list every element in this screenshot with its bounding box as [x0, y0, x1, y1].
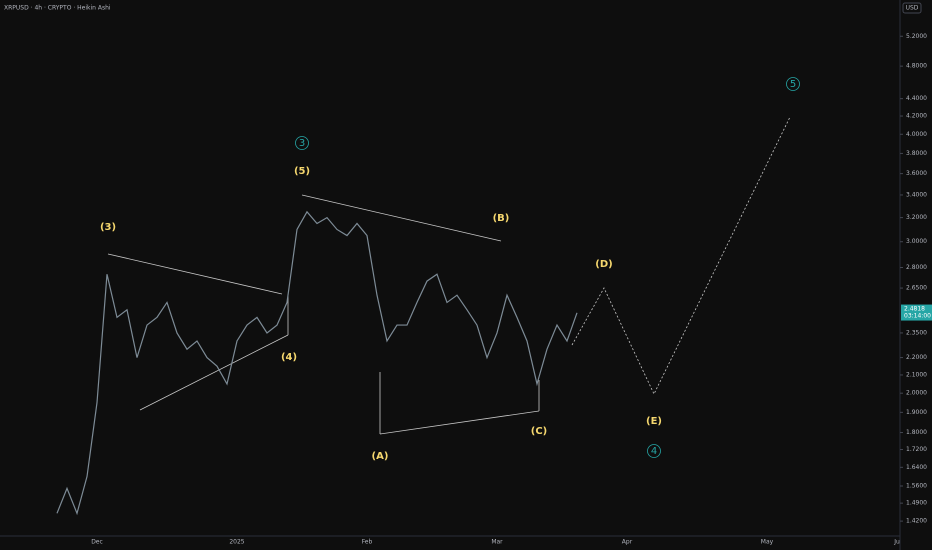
y-tick-label: 3.4000: [906, 191, 927, 198]
trendlines: [107, 194, 540, 435]
y-tick-label: 1.8000: [906, 429, 927, 436]
y-tick-label: 2.0000: [906, 390, 927, 397]
y-tick-label: 2.3500: [906, 329, 927, 336]
last-price: 2.4818: [904, 306, 925, 313]
y-tick-label: 1.5600: [906, 482, 927, 489]
wave-label: (5): [294, 166, 310, 177]
x-tick-label: 2025: [229, 539, 244, 546]
x-tick-label: Dec: [91, 539, 103, 546]
wave-label: 4: [651, 446, 657, 457]
wave-label: (E): [646, 416, 662, 427]
currency: USD: [906, 5, 919, 12]
y-tick-label: 3.0000: [906, 238, 927, 245]
y-tick-label: 2.2000: [906, 354, 927, 361]
x-tick-label: Ju: [893, 539, 900, 546]
y-tick-label: 1.4200: [906, 518, 927, 525]
chart-title: XRPUSD · 4h · CRYPTO · Heikin Ashi: [4, 5, 111, 12]
x-tick-label: Feb: [362, 539, 373, 546]
wave-circle: [786, 77, 800, 91]
projection: [571, 116, 791, 395]
wave-label: (D): [595, 259, 612, 270]
wave-label: (A): [372, 451, 389, 462]
wave-label: 3: [299, 138, 305, 149]
y-tick-label: 4.0000: [906, 131, 927, 138]
x-tick-label: May: [761, 539, 774, 546]
price-line: [56, 210, 578, 516]
y-tick-label: 1.6400: [906, 464, 927, 471]
wave-label: (3): [100, 222, 116, 233]
y-tick-label: 2.8000: [906, 264, 927, 271]
y-tick-label: 3.2000: [906, 214, 927, 221]
y-tick-label: 1.9000: [906, 409, 927, 416]
y-tick-label: 3.8000: [906, 150, 927, 157]
wave-label: 5: [790, 79, 796, 90]
y-tick-label: 1.4900: [906, 500, 927, 507]
wave-label: (C): [531, 426, 547, 437]
y-tick-label: 4.4000: [906, 95, 927, 102]
x-tick-label: Apr: [622, 539, 633, 546]
wave-circle: [295, 136, 309, 150]
y-tick-label: 2.1000: [906, 371, 927, 378]
wave-label: (B): [493, 213, 510, 224]
x-tick-label: Mar: [491, 539, 503, 546]
wave-label: (4): [281, 352, 297, 363]
wave-circle: [647, 444, 661, 458]
y-tick-label: 1.7200: [906, 446, 927, 453]
y-tick-label: 4.2000: [906, 113, 927, 120]
y-tick-label: 4.8000: [906, 63, 927, 70]
last-price-tag: [901, 304, 932, 321]
countdown: 03:14:00: [904, 313, 931, 320]
y-tick-label: 3.6000: [906, 170, 927, 177]
currency-box: [902, 2, 922, 14]
y-tick-label: 5.2000: [906, 33, 927, 40]
price-axis-bg: [900, 0, 932, 550]
y-tick-label: 2.6500: [906, 285, 927, 292]
